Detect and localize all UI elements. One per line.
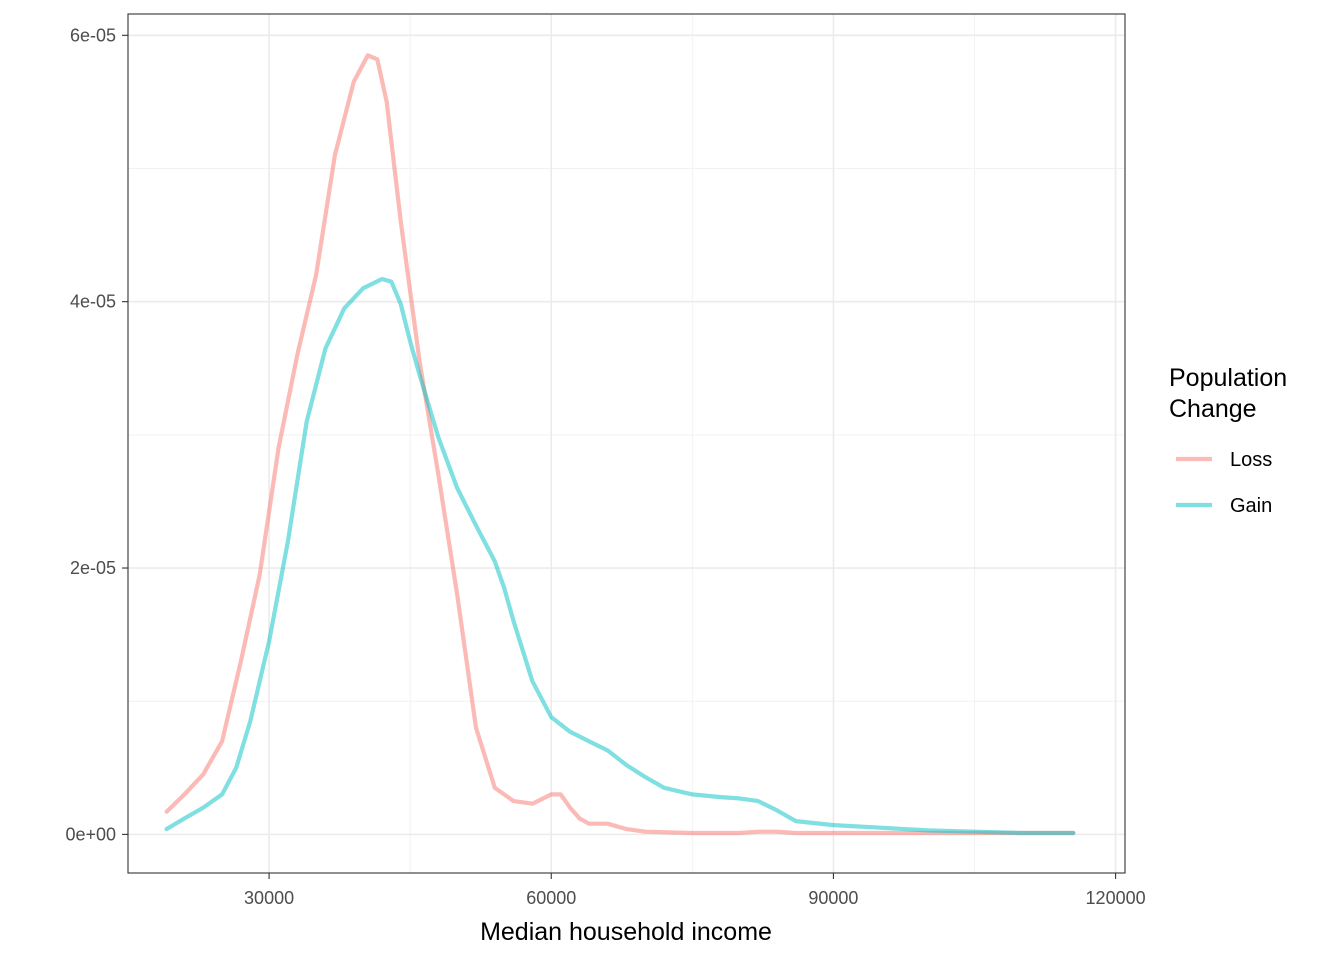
legend-label-gain: Gain — [1230, 495, 1272, 517]
y-axis: 0e+00 2e-05 4e-05 6e-05 — [65, 25, 128, 844]
legend: Population Change Loss Gain — [1169, 364, 1287, 517]
legend-items: Loss Gain — [1176, 449, 1272, 517]
panel-border — [127, 13, 1126, 874]
y-tick-label: 6e-05 — [70, 25, 116, 45]
x-tick-label: 120000 — [1086, 888, 1146, 908]
x-tick-label: 90000 — [808, 888, 858, 908]
x-axis-title: Median household income — [480, 918, 772, 946]
series-line-gain — [164, 276, 1076, 836]
y-tick-label: 0e+00 — [65, 824, 116, 844]
series-line-loss — [164, 53, 1076, 836]
grid-major — [128, 14, 1125, 873]
legend-label-loss: Loss — [1230, 449, 1272, 471]
legend-title-line-1: Population — [1169, 364, 1287, 392]
series-layer — [164, 53, 1076, 836]
x-axis: 30000 60000 90000 120000 — [244, 873, 1146, 908]
grid-minor — [127, 14, 1125, 873]
legend-title-line-2: Change — [1169, 395, 1257, 423]
x-tick-label: 30000 — [244, 888, 294, 908]
x-tick-label: 60000 — [526, 888, 576, 908]
y-tick-label: 4e-05 — [70, 292, 116, 312]
y-tick-label: 2e-05 — [70, 558, 116, 578]
